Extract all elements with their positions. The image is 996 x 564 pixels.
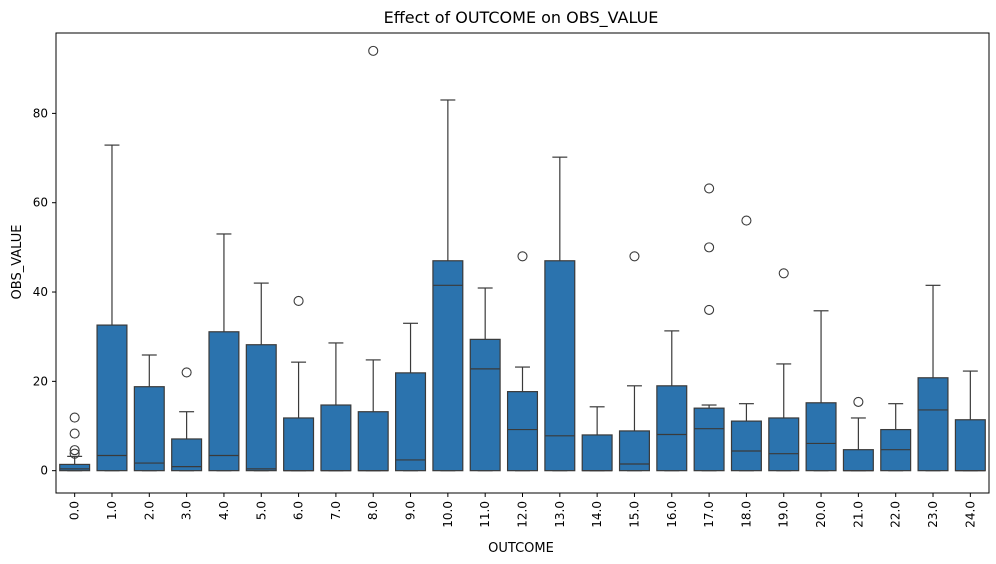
x-tick-label: 7.0 (329, 501, 343, 520)
box-18.0 (730, 420, 762, 472)
x-tick-label: 5.0 (254, 501, 268, 520)
x-tick-label: 16.0 (665, 501, 679, 528)
x-tick-label: 19.0 (777, 501, 791, 528)
box-21.0 (842, 449, 874, 472)
x-tick-label: 9.0 (404, 501, 418, 520)
x-tick-label: 13.0 (553, 501, 567, 528)
x-tick-label: 0.0 (68, 501, 82, 520)
box-14.0 (581, 434, 613, 472)
x-tick-label: 23.0 (926, 501, 940, 528)
x-tick-label: 21.0 (851, 501, 865, 528)
x-tick-label: 18.0 (739, 501, 753, 528)
x-tick-label: 11.0 (478, 501, 492, 528)
outlier-point (704, 304, 715, 315)
x-tick-label: 1.0 (105, 501, 119, 520)
outlier-point (69, 445, 80, 456)
box-23.0 (917, 377, 949, 472)
y-tick-label: 20 (33, 374, 48, 388)
outlier-point (704, 183, 715, 194)
x-tick-label: 6.0 (292, 501, 306, 520)
outlier-point (69, 428, 80, 439)
y-axis-label: OBS_VALUE (10, 225, 25, 300)
x-tick-label: 17.0 (702, 501, 716, 528)
x-tick-label: 4.0 (217, 501, 231, 520)
box-24.0 (954, 419, 986, 472)
outlier-point (69, 412, 80, 423)
chart-title: Effect of OUTCOME on OBS_VALUE (384, 8, 659, 28)
box-7.0 (320, 404, 352, 472)
box-13.0 (544, 260, 576, 472)
box-17.0 (693, 407, 725, 472)
x-tick-label: 24.0 (963, 501, 977, 528)
outlier-point (853, 396, 864, 407)
y-tick-label: 40 (33, 285, 48, 299)
x-tick-label: 14.0 (590, 501, 604, 528)
box-8.0 (357, 411, 389, 472)
x-tick-label: 15.0 (627, 501, 641, 528)
outlier-point (629, 251, 640, 262)
box-10.0 (432, 260, 464, 472)
plot-frame (55, 32, 990, 494)
outlier-point (704, 242, 715, 253)
outlier-point (368, 45, 379, 56)
box-19.0 (768, 417, 800, 472)
outlier-point (181, 367, 192, 378)
x-tick-label: 20.0 (814, 501, 828, 528)
x-tick-label: 3.0 (180, 501, 194, 520)
outlier-point (517, 251, 528, 262)
y-tick-label: 0 (40, 464, 48, 478)
box-11.0 (469, 338, 501, 472)
x-axis-label: OUTCOME (488, 541, 554, 556)
box-20.0 (805, 402, 837, 472)
y-tick-label: 60 (33, 196, 48, 210)
outlier-point (778, 268, 789, 279)
x-tick-label: 2.0 (142, 501, 156, 520)
x-tick-label: 10.0 (441, 501, 455, 528)
box-9.0 (395, 372, 427, 472)
x-tick-label: 22.0 (889, 501, 903, 528)
box-0.0 (59, 463, 91, 472)
box-3.0 (171, 438, 203, 472)
box-16.0 (656, 385, 688, 472)
outlier-point (69, 448, 80, 459)
y-tick-label: 80 (33, 106, 48, 120)
x-tick-label: 12.0 (516, 501, 530, 528)
box-5.0 (245, 344, 277, 472)
box-1.0 (96, 324, 128, 472)
box-2.0 (133, 386, 165, 472)
box-12.0 (506, 391, 539, 472)
x-tick-label: 8.0 (366, 501, 380, 520)
box-4.0 (208, 331, 240, 472)
box-15.0 (618, 430, 650, 472)
outlier-point (293, 295, 304, 307)
box-6.0 (283, 417, 315, 472)
outlier-point (741, 215, 752, 226)
plot-area: 0.0 1.0 2.0 3.0 4.0 5.0 6.0 7.0 8.0 9.0 10.0 11.0 12… (33, 32, 990, 528)
